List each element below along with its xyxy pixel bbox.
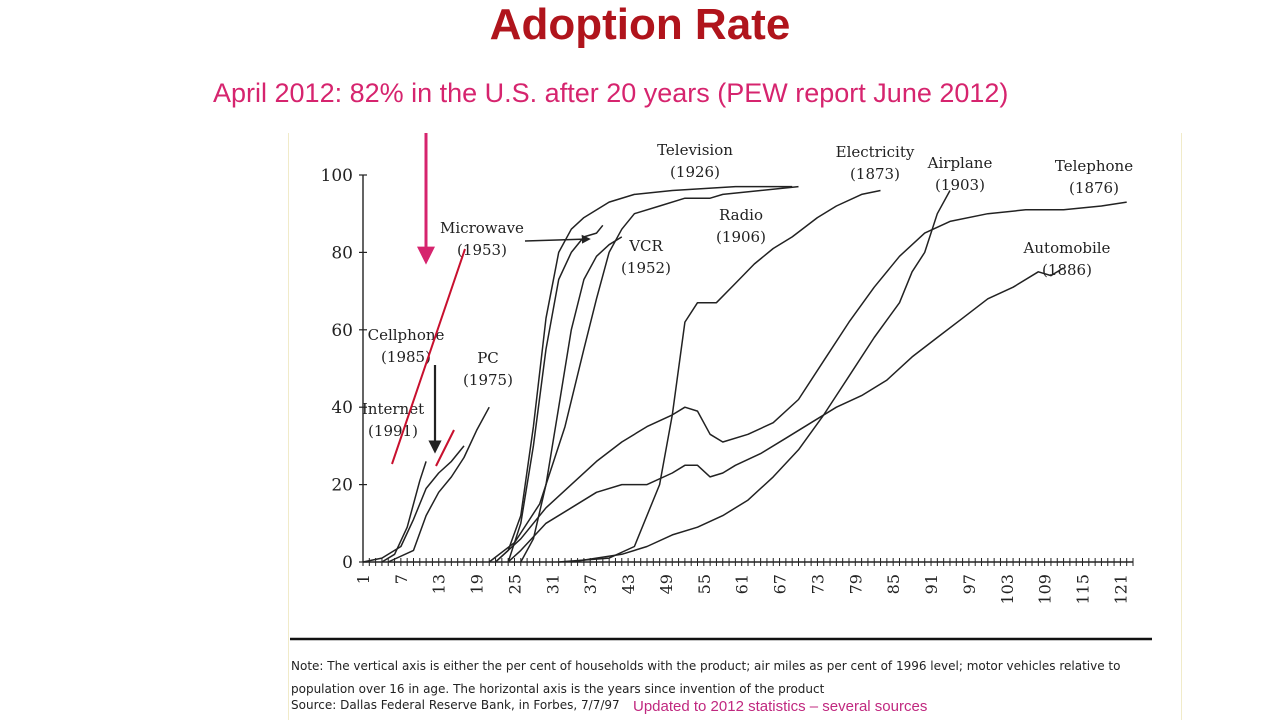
series-label-name: Radio xyxy=(719,206,763,224)
x-tick-label: 7 xyxy=(392,574,411,584)
x-tick-label: 85 xyxy=(884,574,903,594)
series-line-pc xyxy=(387,406,490,563)
series-line-cellphone xyxy=(362,445,465,563)
x-tick-label: 121 xyxy=(1111,574,1130,605)
x-tick-label: 91 xyxy=(922,574,941,594)
series-label-name: PC xyxy=(477,349,499,367)
x-tick-label: 1 xyxy=(354,574,373,584)
x-tick-label: 49 xyxy=(657,574,676,594)
x-tick-label: 55 xyxy=(695,574,714,594)
series-label-name: Electricity xyxy=(836,143,915,161)
y-tick-label: 60 xyxy=(331,321,353,341)
x-tick-label: 97 xyxy=(960,574,979,594)
y-tick-label: 100 xyxy=(321,166,353,186)
source-line: Source: Dallas Federal Reserve Bank, in … xyxy=(291,698,620,712)
x-tick-label: 115 xyxy=(1074,574,1093,605)
series-label-name: Television xyxy=(657,141,733,159)
x-tick-label: 31 xyxy=(543,574,562,594)
series-label-year: (1953) xyxy=(457,241,507,259)
series-label-year: (1985) xyxy=(381,348,431,366)
x-tick-label: 43 xyxy=(619,574,638,594)
annotation-text: April 2012: 82% in the U.S. after 20 yea… xyxy=(213,78,1009,108)
series-label-year: (1886) xyxy=(1042,261,1092,279)
series-label-name: Cellphone xyxy=(368,326,445,344)
series-label-year: (1926) xyxy=(670,163,720,181)
series-label-name: Telephone xyxy=(1055,157,1133,175)
series-label-year: (1906) xyxy=(716,228,766,246)
series-label-year: (1873) xyxy=(850,165,900,183)
x-tick-label: 103 xyxy=(998,574,1017,605)
y-tick-label: 20 xyxy=(331,476,353,496)
y-tick-label: 80 xyxy=(331,243,353,263)
series-line-radio xyxy=(488,185,799,563)
note-line-2: population over 16 in age. The horizonta… xyxy=(291,682,825,696)
series-label-name: Automobile xyxy=(1023,239,1111,257)
slide-title: Adoption Rate xyxy=(489,0,791,49)
adoption-chart: 0 20 40 60 80 100 1 7 13 19 25 31 37 43 49 55 61 67 73 79 85… xyxy=(290,133,1152,641)
x-tick-label: 61 xyxy=(733,574,752,594)
series-line-microwave xyxy=(507,224,604,563)
x-tick-label: 109 xyxy=(1036,574,1055,605)
series-label-name: Airplane xyxy=(927,154,993,172)
series-label-name: VCR xyxy=(628,237,663,255)
updated-note: Updated to 2012 statistics – several sou… xyxy=(633,698,928,715)
series-label-year: (1991) xyxy=(368,422,418,440)
x-tick-label: 13 xyxy=(430,574,449,594)
x-tick-label: 73 xyxy=(808,574,827,594)
series-line-airplane xyxy=(571,190,951,563)
trend-line-cellphone xyxy=(391,248,466,465)
figure-panel xyxy=(288,133,1182,720)
y-tick-label: 40 xyxy=(331,398,353,418)
microwave-arrow xyxy=(524,234,591,244)
x-tick-label: 19 xyxy=(468,574,487,594)
trend-line-internet xyxy=(435,429,455,467)
x-tick-label: 25 xyxy=(505,574,524,594)
series-line-internet xyxy=(381,461,427,563)
series-line-automobile xyxy=(507,267,1064,563)
series-label-year: (1952) xyxy=(621,259,671,277)
series-label-year: (1876) xyxy=(1069,179,1119,197)
x-tick-label: 67 xyxy=(771,574,790,594)
x-tick-label: 37 xyxy=(581,574,600,594)
series-line-telephone xyxy=(494,201,1127,563)
series-label-name: Internet xyxy=(362,400,424,418)
series-line-electricity xyxy=(558,189,881,563)
series-label-year: (1975) xyxy=(463,371,513,389)
series-label-name: Microwave xyxy=(440,219,524,237)
x-tick-label: 79 xyxy=(846,574,865,594)
series-label-year: (1903) xyxy=(935,176,985,194)
note-line-1: Note: The vertical axis is either the pe… xyxy=(291,659,1121,673)
series-line-television xyxy=(494,185,793,563)
series-line-vcr xyxy=(520,236,623,563)
y-tick-label: 0 xyxy=(342,553,353,573)
